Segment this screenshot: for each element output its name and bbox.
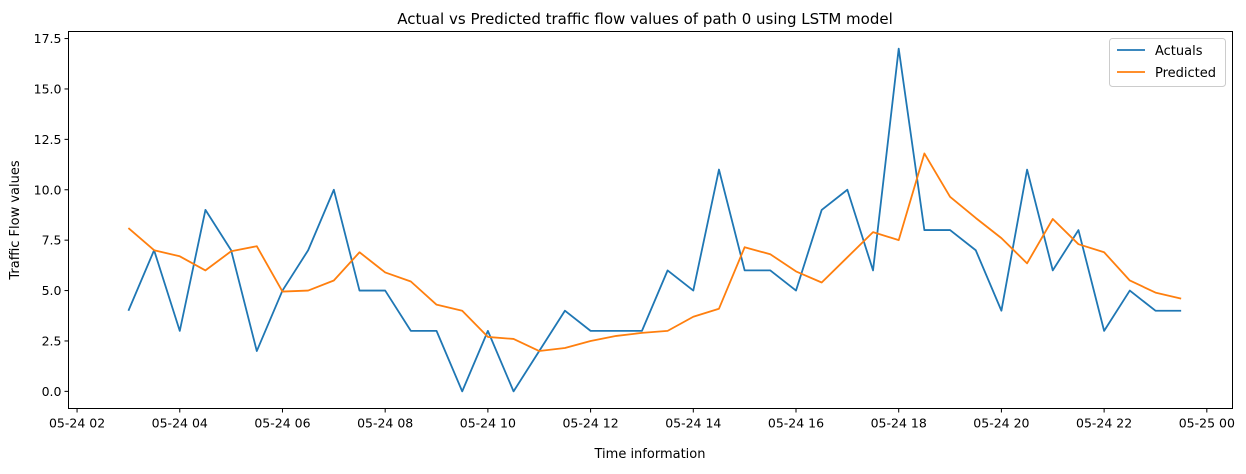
legend-label-actuals: Actuals — [1155, 44, 1203, 59]
series-line-predicted — [127, 152, 1182, 352]
x-tick-label: 05-25 00 — [1179, 416, 1235, 431]
legend-label-predicted: Predicted — [1155, 66, 1216, 81]
y-tick-label: 0.0 — [42, 384, 62, 399]
y-axis: 0.0 2.5 5.0 7.5 10.0 12.5 15.0 17.5 — [34, 31, 69, 399]
x-tick-label: 05-24 22 — [1076, 416, 1132, 431]
x-tick-label: 05-24 10 — [460, 416, 516, 431]
plot-area — [127, 47, 1182, 393]
series-line-actuals — [127, 47, 1182, 393]
x-tick-label: 05-24 06 — [254, 416, 310, 431]
y-tick-label: 12.5 — [34, 132, 62, 147]
legend: Actuals Predicted — [1109, 38, 1226, 87]
x-tick-label: 05-24 20 — [973, 416, 1029, 431]
y-axis-label: Traffic Flow values — [8, 160, 23, 281]
x-tick-label: 05-24 16 — [768, 416, 824, 431]
x-tick-label: 05-24 18 — [871, 416, 927, 431]
x-tick-label: 05-24 14 — [665, 416, 721, 431]
x-axis-label: Time information — [594, 447, 706, 462]
x-tick-label: 05-24 08 — [357, 416, 413, 431]
y-tick-label: 5.0 — [42, 283, 62, 298]
x-axis: 05-24 02 05-24 04 05-24 06 05-24 08 05-24 10… — [49, 408, 1235, 431]
y-tick-label: 2.5 — [42, 333, 62, 348]
y-tick-label: 17.5 — [34, 31, 62, 46]
chart-title: Actual vs Predicted traffic flow values … — [397, 10, 893, 28]
y-tick-label: 10.0 — [34, 182, 62, 197]
plot-frame — [68, 31, 1233, 409]
y-tick-label: 15.0 — [34, 81, 62, 96]
x-tick-label: 05-24 02 — [49, 416, 105, 431]
x-tick-label: 05-24 12 — [562, 416, 618, 431]
x-tick-label: 05-24 04 — [152, 416, 208, 431]
y-tick-label: 7.5 — [42, 233, 62, 248]
